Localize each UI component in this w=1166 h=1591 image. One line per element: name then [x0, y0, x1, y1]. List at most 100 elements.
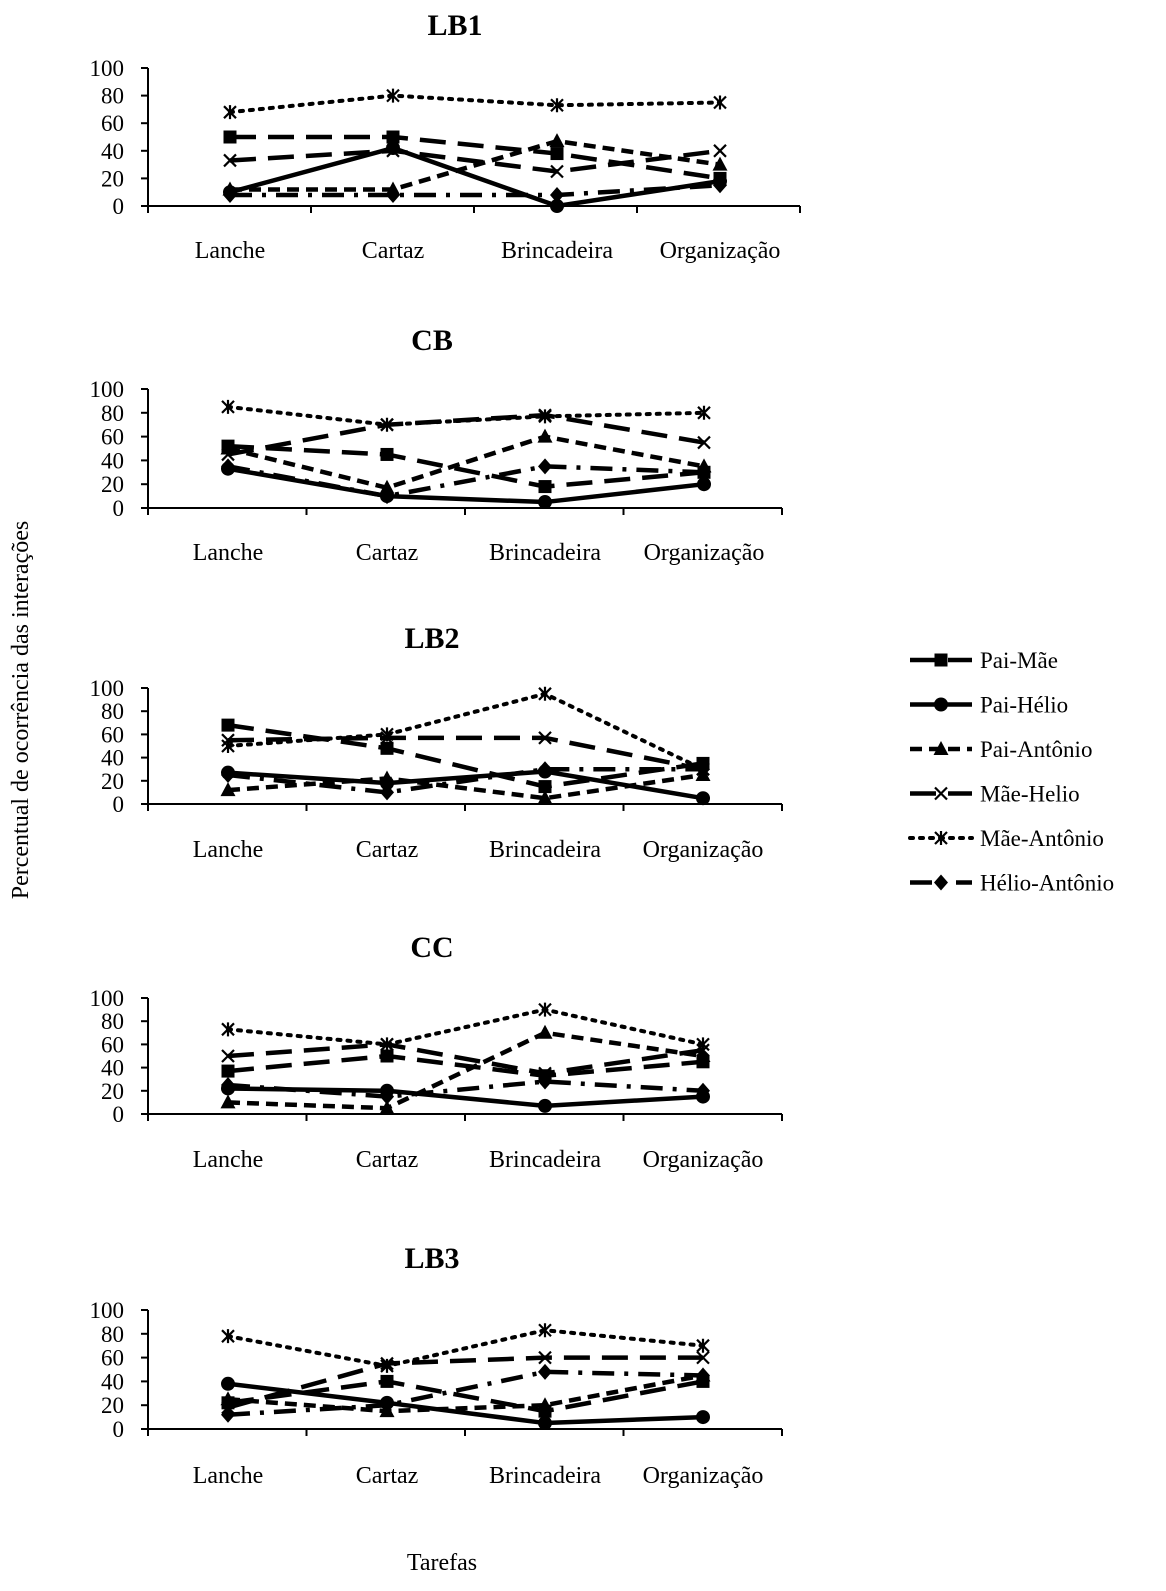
data-point	[221, 447, 235, 462]
data-point	[223, 186, 237, 203]
y-tick-label: 40	[101, 448, 124, 473]
data-point	[538, 761, 552, 778]
series-helio-antonio	[221, 1073, 710, 1105]
series-mae-antonio	[221, 686, 710, 777]
legend-item-pai-helio: Pai-Hélio	[910, 693, 1068, 718]
y-tick-label: 100	[90, 1298, 125, 1323]
y-tick-label: 40	[101, 746, 124, 771]
chart-title: LB2	[404, 622, 459, 655]
series-line	[227, 434, 705, 491]
data-point	[379, 479, 395, 494]
series-line	[227, 1030, 704, 1111]
x-tick-label: Lanche	[193, 540, 264, 566]
y-tick-label: 60	[101, 425, 124, 450]
data-point	[538, 1066, 552, 1081]
data-point	[221, 458, 235, 475]
data-point	[386, 144, 400, 158]
series-line	[227, 1042, 704, 1076]
data-point	[538, 731, 552, 745]
data-point	[220, 1094, 236, 1109]
data-point	[537, 1024, 553, 1039]
data-point	[221, 1064, 235, 1078]
x-tick-label: Brincadeira	[489, 540, 601, 566]
series-line	[227, 722, 704, 789]
data-point	[696, 1410, 710, 1425]
data-point	[380, 1049, 394, 1063]
y-tick-label: 100	[90, 377, 125, 402]
x-axis-label: Tarefas	[407, 1550, 477, 1576]
series-mae-helio	[223, 144, 727, 179]
x-tick-label: Organização	[643, 1463, 764, 1489]
data-point	[380, 1374, 394, 1388]
x-tick-label: Cartaz	[356, 837, 419, 863]
data-point	[696, 1350, 710, 1365]
data-point	[379, 770, 395, 785]
data-point	[537, 790, 553, 805]
y-tick-label: 80	[101, 1322, 124, 1347]
legend: Pai-Mãe Pai-Hélio Pai-Antônio Mãe-Helio Mãe-…	[908, 648, 1114, 896]
series-line	[228, 93, 722, 115]
series-line	[227, 1355, 703, 1410]
legend-item-mae-antonio: Mãe-Antônio	[908, 826, 1104, 851]
data-point	[221, 1406, 235, 1423]
x-tick-label: Cartaz	[356, 1147, 419, 1173]
y-tick-label: 20	[101, 769, 124, 794]
y-tick-label: 20	[101, 1079, 124, 1104]
legend-marker	[934, 786, 948, 801]
y-tick-label: 100	[90, 676, 125, 701]
data-point	[221, 1329, 235, 1344]
data-point	[221, 1022, 235, 1037]
x-tick-label: Organização	[643, 1147, 764, 1173]
data-point	[221, 1077, 235, 1093]
data-point	[537, 1397, 553, 1412]
series-line	[227, 766, 703, 795]
legend-item-pai-antonio: Pai-Antônio	[910, 737, 1092, 762]
legend-label: Mãe-Helio	[980, 782, 1080, 807]
series-mae-antonio	[221, 399, 711, 432]
series-pai-helio	[221, 1081, 710, 1113]
y-tick-label: 40	[101, 139, 124, 164]
data-point	[380, 447, 394, 461]
legend-marker	[934, 831, 948, 845]
series-helio-antonio	[221, 1363, 710, 1423]
chart-title: LB3	[404, 1242, 459, 1275]
legend-item-helio-antonio: Hélio-Antônio	[910, 871, 1114, 896]
series-line	[229, 145, 721, 209]
series-helio-antonio	[221, 761, 710, 801]
data-point	[538, 1363, 552, 1380]
data-point	[550, 199, 564, 213]
legend-marker	[934, 653, 948, 667]
data-point	[538, 1002, 552, 1017]
data-point	[380, 1358, 394, 1373]
data-point	[380, 784, 394, 801]
series-line	[227, 1079, 704, 1099]
data-point	[220, 782, 236, 797]
x-tick-label: Lanche	[193, 1463, 264, 1489]
data-point	[696, 1082, 710, 1099]
data-point	[713, 177, 727, 194]
legend-marker	[934, 874, 948, 891]
data-point	[696, 791, 710, 806]
y-tick-label: 20	[101, 472, 124, 497]
series-pai-antonio	[222, 133, 728, 196]
series-pai-antonio	[220, 428, 712, 494]
data-point	[221, 1049, 235, 1063]
y-tick-label: 0	[113, 792, 125, 817]
x-tick-label: Cartaz	[356, 1463, 419, 1489]
data-point	[386, 186, 400, 203]
series-line	[227, 1381, 704, 1426]
series-pai-helio	[223, 141, 727, 213]
data-point	[713, 95, 727, 110]
series-line	[226, 1328, 705, 1368]
data-point	[696, 1338, 710, 1353]
y-axis-label: Percentual de ocorrência das interações	[8, 521, 34, 899]
data-point	[697, 477, 711, 492]
legend-marker	[934, 697, 948, 712]
series-line	[230, 183, 721, 198]
